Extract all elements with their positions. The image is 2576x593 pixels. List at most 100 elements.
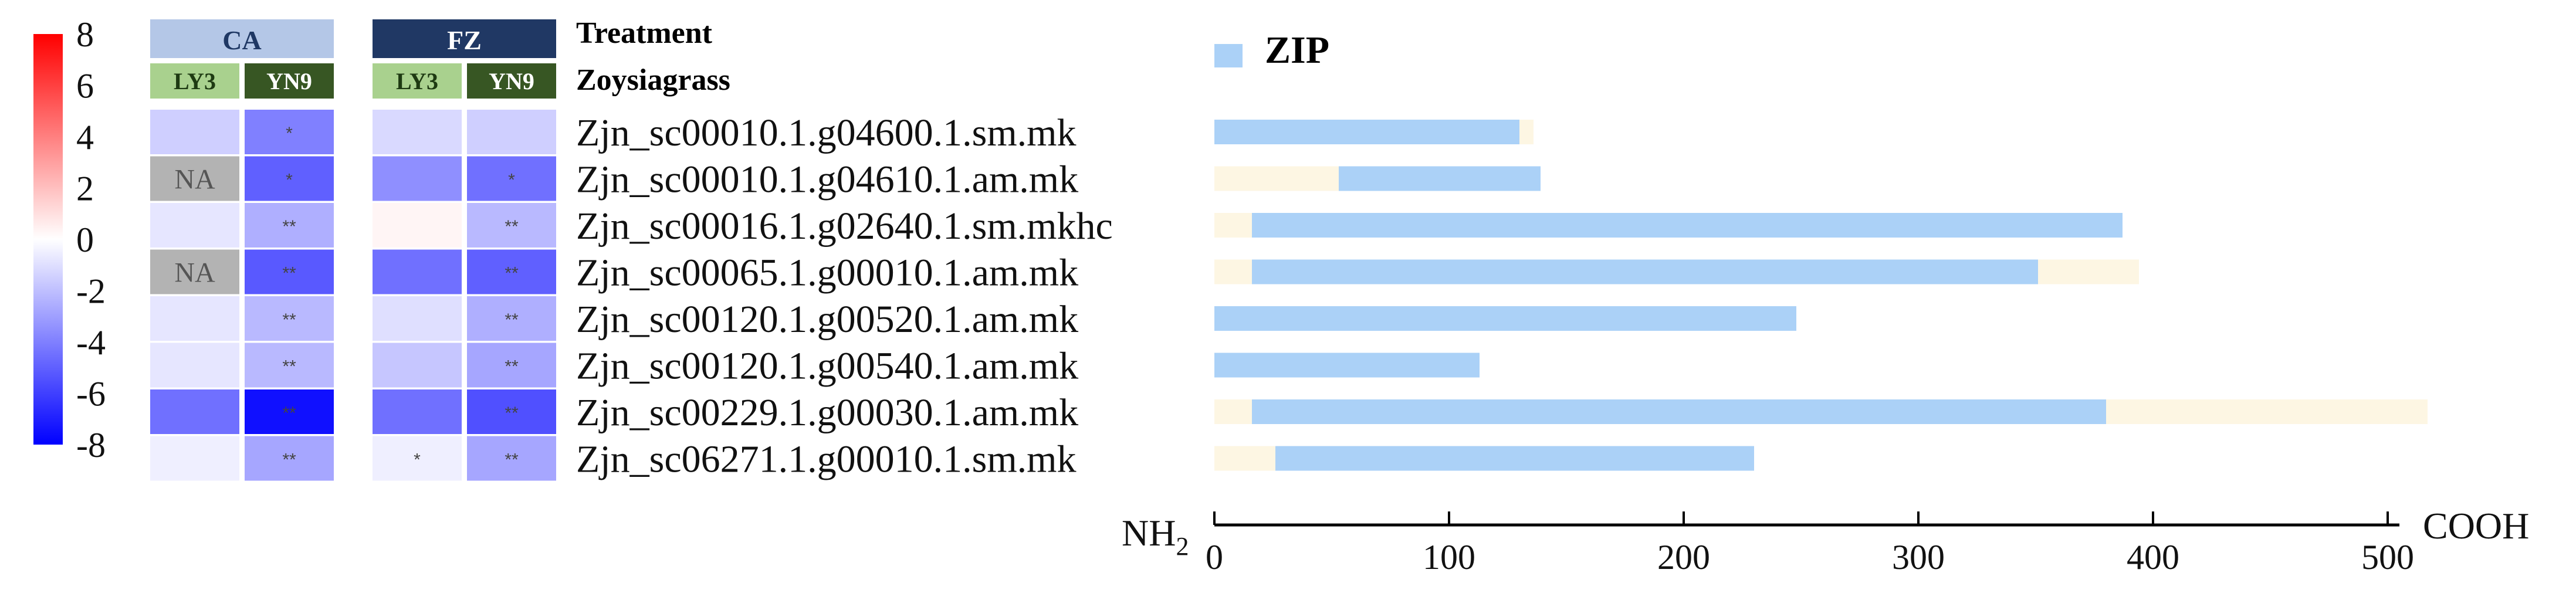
cooh-label: COOH (2423, 505, 2529, 547)
significance-mark: * (414, 450, 421, 470)
cultivar-header-label: LY3 (396, 68, 438, 94)
gene-label: Zjn_sc06271.1.g00010.1.sm.mk (576, 438, 1077, 481)
treatment-label: Treatment (576, 16, 713, 50)
heatmap-cell (245, 389, 334, 434)
colorbar-tick-label: 2 (76, 170, 94, 208)
gene-label: Zjn_sc00229.1.g00030.1.am.mk (576, 391, 1078, 434)
heatmap-cell (150, 203, 239, 248)
colorbar: 8 6 4 2 0 -2 -4 -6 -8 (33, 15, 106, 465)
heatmap-cell (245, 436, 334, 481)
heatmap-cell (245, 343, 334, 388)
heatmap-cell (150, 110, 239, 154)
treatment-group-label: FZ (447, 25, 482, 55)
colorbar-tick-label: 6 (76, 67, 94, 106)
protein-bars (1214, 120, 2428, 471)
heatmap-cell (150, 249, 239, 294)
heatmap-cell (150, 389, 239, 434)
zip-legend-label: ZIP (1265, 29, 1329, 72)
cultivar-header-ly3 (150, 63, 239, 99)
heatmap-cell (373, 110, 462, 154)
heatmap-cell (150, 296, 239, 341)
colorbar-ticks: 8 6 4 2 0 -2 -4 -6 -8 (76, 15, 106, 465)
gene-label: Zjn_sc00120.1.g00540.1.am.mk (576, 345, 1078, 388)
heatmap-cell (245, 249, 334, 294)
significance-mark: ** (505, 264, 519, 283)
colorbar-tick-label: -8 (76, 426, 106, 465)
heatmap-cell (245, 156, 334, 201)
x-tick-label: 0 (1206, 538, 1223, 577)
zip-domain-bar (1252, 213, 2123, 238)
heatmap-cell (245, 203, 334, 248)
significance-mark: ** (505, 450, 519, 470)
colorbar-tick-label: -4 (76, 323, 106, 362)
significance-mark: ** (282, 357, 296, 377)
zip-domain-bar (1339, 166, 1541, 191)
gene-label: Zjn_sc00010.1.g04610.1.am.mk (576, 158, 1078, 201)
cultivar-header-label: LY3 (174, 68, 216, 94)
colorbar-gradient (33, 34, 63, 445)
nh2-label-main: NH (1122, 512, 1176, 554)
cultivar-header-yn9 (245, 63, 334, 99)
heatmap-cell (467, 343, 556, 388)
na-label: NA (174, 164, 215, 195)
significance-mark: * (286, 124, 293, 143)
heatmap-cell (150, 436, 239, 481)
treatment-group-fz (373, 19, 556, 58)
gene-label: Zjn_sc00010.1.g04600.1.sm.mk (576, 111, 1077, 154)
colorbar-tick-label: 0 (76, 221, 94, 259)
x-tick-label: 300 (1892, 538, 1945, 577)
x-tick-label: 400 (2127, 538, 2179, 577)
zip-domain-bar (1214, 353, 1480, 378)
heatmap-cell (467, 436, 556, 481)
heatmap-cell (373, 203, 462, 248)
heatmap-cell (467, 203, 556, 248)
treatment-group-ca (150, 19, 334, 58)
heatmap-cell (245, 296, 334, 341)
zoysiagrass-label: Zoysiagrass (576, 63, 730, 97)
nh2-label: NH2 (1122, 512, 1189, 561)
zip-domain-bar (1252, 399, 2106, 424)
x-tick-label: 500 (2361, 538, 2414, 577)
significance-mark: ** (505, 217, 519, 236)
heatmap-cell (245, 110, 334, 154)
heatmap-cell (373, 296, 462, 341)
significance-mark: ** (282, 217, 296, 236)
cultivar-header-label: YN9 (266, 68, 312, 94)
significance-mark: * (286, 171, 293, 190)
significance-mark: ** (282, 450, 296, 470)
cultivar-header-yn9 (467, 63, 556, 99)
significance-mark: ** (505, 310, 519, 330)
heatmap-cell (373, 156, 462, 201)
treatment-group-label: CA (222, 25, 261, 55)
heatmap-cell (150, 156, 239, 201)
heatmap-cell (373, 436, 462, 481)
heatmap-cell (373, 389, 462, 434)
colorbar-tick-label: -2 (76, 272, 106, 311)
significance-mark: ** (282, 264, 296, 283)
heatmap-body: *NA * *** **NA ** **** **** **** **** * ** (150, 110, 556, 481)
heatmap-cell (467, 296, 556, 341)
cultivar-header-ly3 (373, 63, 462, 99)
gene-label: Zjn_sc00120.1.g00520.1.am.mk (576, 298, 1078, 341)
gene-label: Zjn_sc00016.1.g02640.1.sm.mkhc (576, 205, 1113, 248)
significance-mark: ** (505, 357, 519, 377)
colorbar-tick-label: -6 (76, 375, 106, 414)
significance-mark: * (508, 171, 515, 190)
x-axis: 0 100 200 300 400 500 NH2 COOH (1122, 505, 2529, 577)
zip-domain-bar (1214, 306, 1796, 331)
zip-domain-bar (1252, 259, 2038, 284)
heatmap-cell (467, 156, 556, 201)
x-tick-label: 200 (1657, 538, 1710, 577)
zip-legend: ZIP (1214, 29, 1329, 72)
heatmap-cell (467, 110, 556, 154)
colorbar-tick-label: 4 (76, 118, 94, 157)
significance-mark: ** (505, 404, 519, 423)
colorbar-tick-label: 8 (76, 15, 94, 54)
na-label: NA (174, 257, 215, 289)
heatmap-cell (373, 249, 462, 294)
heatmap-cell (373, 343, 462, 388)
zip-domain-bar (1275, 446, 1754, 471)
